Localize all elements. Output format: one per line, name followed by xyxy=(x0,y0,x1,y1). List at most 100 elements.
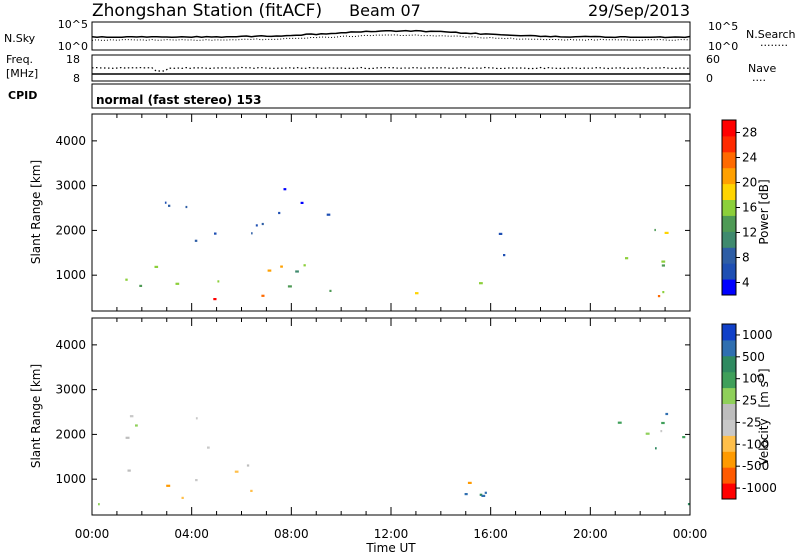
power-cell xyxy=(213,298,217,301)
velocity-colorbar: 1000 500 100 25 -25 -100 -500 -1000 xyxy=(721,323,777,500)
power-cell xyxy=(175,282,180,285)
power-colorbar-swatch xyxy=(722,151,736,169)
power-colorbar-swatch xyxy=(722,183,736,200)
noise-sky-line xyxy=(91,29,691,39)
time-tick-label: 12:00 xyxy=(374,527,409,541)
vel-cell xyxy=(687,503,691,506)
freq-label-line2: [MHz] xyxy=(6,67,38,80)
power-cell xyxy=(479,282,483,285)
vel-cell xyxy=(655,447,657,450)
vel-colorbar-swatch xyxy=(722,339,736,357)
vel-cell xyxy=(98,503,100,506)
power-cell xyxy=(287,285,292,288)
power-colorbar-swatch xyxy=(722,231,736,248)
vel-cell xyxy=(660,430,663,433)
vel-colorbar-swatch xyxy=(722,355,736,373)
power-cell xyxy=(267,269,272,272)
vel-cell xyxy=(661,421,665,425)
power-colorbar-swatch xyxy=(722,247,736,264)
vel-colorbar-swatch xyxy=(722,419,736,436)
power-colorbar-label: Power [dB] xyxy=(757,179,771,244)
power-cell xyxy=(664,231,669,234)
vel-cell xyxy=(479,493,483,496)
beam-label: Beam 07 xyxy=(349,1,421,20)
power-cell xyxy=(300,201,304,204)
noise-search-line xyxy=(91,34,691,41)
vel-colorbar-tick-label: 100 xyxy=(742,372,765,386)
vel-cell xyxy=(181,496,184,499)
power-ytick-label: 2000 xyxy=(55,223,86,237)
noise-right-tick-top: 10^5 xyxy=(708,20,738,33)
vel-cell xyxy=(207,446,210,449)
vel-colorbar-swatch xyxy=(722,324,736,341)
power-cell xyxy=(164,201,167,204)
velocity-y-ticks: 1000 2000 3000 4000 xyxy=(55,338,690,486)
svg-text:Velocity: Velocity xyxy=(757,418,771,465)
vel-cell xyxy=(234,470,239,473)
vel-cell xyxy=(464,493,468,496)
power-ytick-label: 3000 xyxy=(55,179,86,193)
nave-right-tick-top: 60 xyxy=(706,53,720,66)
cpid-strip: CPID normal (fast stereo) 153 xyxy=(8,83,691,109)
power-cell xyxy=(295,270,299,273)
power-cell xyxy=(185,205,188,209)
power-cell xyxy=(194,239,198,242)
power-cell xyxy=(329,289,332,292)
station-title: Zhongshan Station (fitACF) xyxy=(92,1,322,21)
time-axis-label: Time UT xyxy=(365,541,416,554)
noise-search-label: N.Search xyxy=(746,28,796,41)
time-tick-label: 04:00 xyxy=(174,527,209,541)
vel-ytick-label: 1000 xyxy=(55,472,86,486)
nave-line xyxy=(91,66,691,72)
power-cell xyxy=(498,232,503,235)
vel-cell xyxy=(665,412,669,416)
velocity-panel: 1000 2000 3000 4000 Slant Range [km] 1000 50… xyxy=(29,317,777,516)
vel-colorbar-swatch xyxy=(722,403,736,420)
frequency-strip: Freq. [MHz] 18 8 60 0 Nave .... xyxy=(6,53,776,85)
power-colorbar-tick-label: 28 xyxy=(742,126,757,140)
cpid-text: normal (fast stereo) 153 xyxy=(96,93,262,107)
vel-colorbar-swatch xyxy=(722,371,736,389)
power-cell xyxy=(125,278,128,281)
power-cell xyxy=(625,257,629,260)
vel-cell xyxy=(135,424,138,427)
power-x-tickmarks xyxy=(91,114,691,311)
power-cell xyxy=(326,213,331,216)
noise-left-tick-bottom: 10^0 xyxy=(58,40,88,53)
power-colorbar-swatch xyxy=(722,215,736,232)
power-colorbar-swatch xyxy=(722,263,736,280)
vel-cell xyxy=(129,415,134,418)
vel-cell xyxy=(484,491,487,494)
vel-cell xyxy=(246,464,250,467)
noise-left-tick-top: 10^5 xyxy=(58,18,88,31)
vel-colorbar-swatch xyxy=(722,451,736,468)
time-tick-label: 20:00 xyxy=(573,527,608,541)
vel-colorbar-swatch xyxy=(722,467,736,484)
vel-cell xyxy=(481,494,486,497)
power-cell xyxy=(154,265,159,268)
power-colorbar-tick-label: 8 xyxy=(742,251,750,265)
power-y-ticks: 1000 2000 3000 4000 xyxy=(55,134,690,282)
power-colorbar-tick-label: 12 xyxy=(742,226,757,240)
vel-colorbar-tick-label: 1000 xyxy=(742,328,773,342)
velocity-colorbar-label: Velocity [m s-1] xyxy=(756,368,771,465)
nave-label: Nave xyxy=(748,62,776,75)
power-cell xyxy=(303,264,306,267)
vel-colorbar-swatch xyxy=(722,387,736,404)
vel-colorbar-frame xyxy=(721,323,737,500)
power-panel: 1000 2000 3000 4000 Slant Range [km] 28 24 20… xyxy=(29,113,771,312)
vel-colorbar-tick-label: 25 xyxy=(742,394,757,408)
vel-ytick-label: 3000 xyxy=(55,383,86,397)
power-cell xyxy=(217,280,220,283)
velocity-scatter-data xyxy=(98,412,691,506)
vel-ytick-label: 2000 xyxy=(55,427,86,441)
power-scatter-data xyxy=(125,188,669,301)
power-colorbar-swatch xyxy=(722,120,736,137)
power-y-axis-label: Slant Range [km] xyxy=(29,160,43,264)
power-colorbar-swatch xyxy=(722,167,736,185)
power-colorbar: 28 24 20 16 12 8 4 xyxy=(721,119,757,296)
power-ytick-label: 1000 xyxy=(55,268,86,282)
freq-label-line1: Freq. xyxy=(6,53,33,66)
power-colorbar-swatch xyxy=(722,135,736,153)
